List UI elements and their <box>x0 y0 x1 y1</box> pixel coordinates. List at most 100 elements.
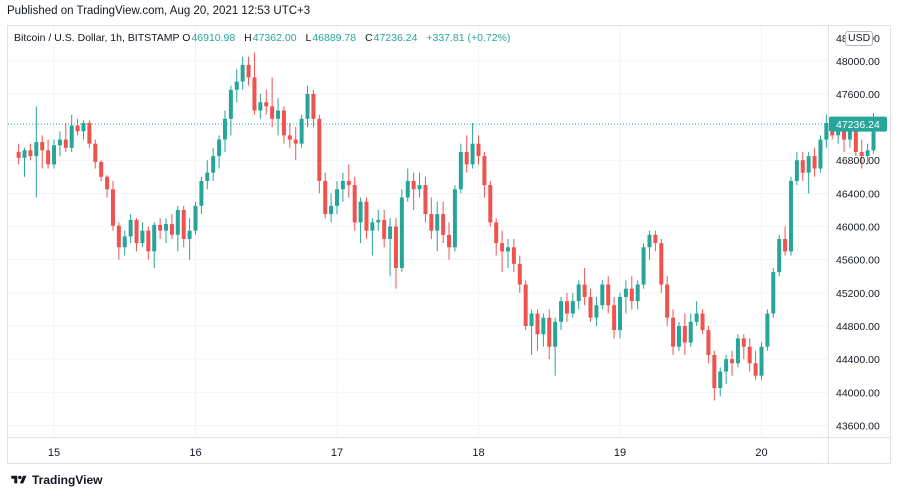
candle-body <box>199 180 204 206</box>
y-tick-label: 44000.00 <box>836 387 880 399</box>
candle-body <box>388 226 393 239</box>
candle-body <box>140 230 145 244</box>
legend-symbol: Bitcoin / U.S. Dollar, 1h, BITSTAMP <box>14 32 180 44</box>
candle-body <box>352 185 357 223</box>
last-price-badge <box>829 116 887 132</box>
candle-body <box>217 139 222 157</box>
candle-body <box>806 156 811 173</box>
candle-body <box>836 131 841 136</box>
candle-body <box>730 359 735 364</box>
candle-body <box>75 125 80 132</box>
candle-body <box>505 247 510 252</box>
tradingview-logo-icon <box>11 475 27 484</box>
y-tick-label: 46400.00 <box>836 188 880 200</box>
candle-body <box>34 142 39 157</box>
candle-body <box>523 284 528 326</box>
candle-body <box>452 189 457 248</box>
candle-body <box>134 219 139 244</box>
candle-body <box>458 151 463 190</box>
candle-body <box>612 305 617 331</box>
candle-body <box>246 64 251 78</box>
candle-body <box>659 243 664 285</box>
candle-body <box>175 209 180 235</box>
candle-body <box>623 288 628 297</box>
x-tick-label: 17 <box>331 447 343 459</box>
candle-body <box>747 346 752 364</box>
candle-body <box>700 313 705 331</box>
candle-body <box>270 106 275 119</box>
candle-body <box>812 156 817 169</box>
candle-body <box>671 317 676 347</box>
candle-body <box>794 160 799 181</box>
candle-body <box>423 185 428 215</box>
legend-open-label: O <box>182 32 191 44</box>
candle-body <box>547 317 552 347</box>
candle-body <box>500 243 505 252</box>
candle-body <box>800 160 805 173</box>
candle-body <box>576 284 581 302</box>
candle-body <box>429 214 434 231</box>
candle-body <box>777 238 782 273</box>
candle-body <box>228 89 233 119</box>
candle-body <box>105 176 110 190</box>
footer-brand: TradingView <box>32 473 103 487</box>
candle-body <box>541 317 546 335</box>
candle-body <box>28 150 33 157</box>
candle-body <box>517 263 522 285</box>
candle-body <box>370 222 375 231</box>
candle-body <box>252 77 257 111</box>
candle-body <box>87 122 92 144</box>
candle-body <box>488 185 493 223</box>
y-tick-label: 46800.00 <box>836 155 880 167</box>
chart-legend: Bitcoin / U.S. Dollar, 1h, BITSTAMP O469… <box>14 32 510 44</box>
candle-body <box>618 296 622 331</box>
legend-open-value: 46910.98 <box>191 32 236 44</box>
candle-body <box>682 325 687 343</box>
candle-body <box>264 102 269 107</box>
candle-body <box>69 125 74 148</box>
y-tick-label: 45200.00 <box>836 288 880 300</box>
currency-badge[interactable]: USD <box>845 31 874 46</box>
candle-body <box>600 284 605 306</box>
candle-body <box>753 363 758 376</box>
candle-body <box>46 150 51 165</box>
footer: TradingView <box>10 473 102 487</box>
candle-body <box>741 338 746 347</box>
candle-body <box>382 219 387 239</box>
candle-body <box>287 135 292 140</box>
candle-body <box>871 124 876 151</box>
candle-body <box>476 143 481 157</box>
candle-body <box>470 143 475 165</box>
candle-body <box>276 110 281 119</box>
candle-body <box>110 189 115 226</box>
candle-body <box>847 131 852 140</box>
candle-body <box>128 219 133 237</box>
legend-close-label: C <box>365 32 373 44</box>
candle-body <box>564 301 569 314</box>
candle-body <box>676 325 681 347</box>
candle-body <box>853 131 858 152</box>
candle-body <box>735 338 740 364</box>
legend-low-label: L <box>305 32 312 44</box>
y-tick-label: 46000.00 <box>836 222 880 234</box>
candle-body <box>22 150 27 158</box>
candle-body <box>299 118 304 144</box>
candle-body <box>570 301 575 314</box>
candle-body <box>311 93 316 119</box>
candle-body <box>293 139 298 144</box>
candle-body <box>152 224 157 252</box>
candle-body <box>783 238 788 252</box>
candle-body <box>317 118 322 181</box>
candle-body <box>818 139 823 169</box>
candle-body <box>594 305 599 318</box>
candle-body <box>346 180 351 186</box>
candle-body <box>665 284 670 318</box>
candle-body <box>335 189 339 206</box>
candle-body <box>305 93 310 119</box>
candle-body <box>93 143 98 162</box>
x-tick-label: 18 <box>472 447 484 459</box>
candle-body <box>193 205 198 231</box>
candle-body <box>435 214 440 231</box>
candle-body <box>116 225 121 248</box>
